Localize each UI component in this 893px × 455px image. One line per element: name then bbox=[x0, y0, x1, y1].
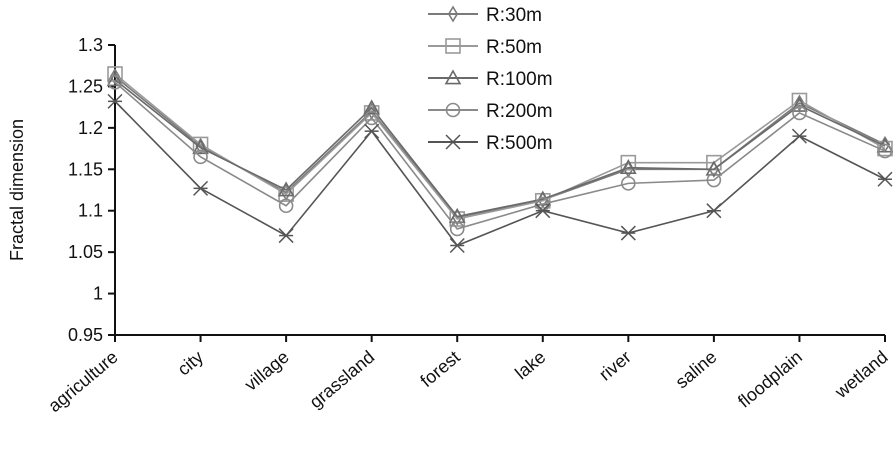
point-marker bbox=[791, 96, 808, 112]
x-tick-label: river bbox=[595, 347, 635, 385]
point-marker bbox=[193, 149, 208, 165]
y-tick-label: 1.15 bbox=[68, 159, 103, 179]
point-marker bbox=[364, 110, 379, 126]
point-marker bbox=[620, 225, 636, 241]
point-marker bbox=[706, 203, 722, 219]
point-marker bbox=[877, 143, 893, 159]
point-marker bbox=[109, 67, 121, 86]
point-marker bbox=[192, 136, 209, 153]
legend-item: R:50m bbox=[428, 37, 542, 58]
point-marker bbox=[705, 160, 723, 176]
x-tick-label: floodplain bbox=[734, 347, 806, 412]
series-layer bbox=[106, 66, 893, 254]
series-line bbox=[114, 81, 886, 230]
point-marker bbox=[445, 38, 461, 54]
point-marker bbox=[192, 139, 209, 155]
point-marker bbox=[278, 228, 294, 244]
legend-item: R:100m bbox=[428, 69, 553, 90]
point-marker bbox=[447, 5, 459, 23]
point-marker bbox=[278, 198, 294, 214]
x-tick-label: grassland bbox=[306, 347, 379, 412]
point-marker bbox=[364, 123, 380, 139]
point-marker bbox=[449, 237, 465, 254]
legend: R:30m R:50m R:100m R:200m R:500m bbox=[428, 5, 553, 154]
point-marker bbox=[535, 203, 551, 219]
point-marker bbox=[445, 134, 461, 150]
point-marker bbox=[792, 105, 807, 121]
series-r-100m bbox=[106, 71, 893, 223]
series-line bbox=[114, 79, 886, 218]
point-marker bbox=[791, 128, 807, 144]
point-marker bbox=[107, 66, 123, 82]
point-marker bbox=[277, 181, 295, 197]
x-tick-label: saline bbox=[672, 347, 721, 393]
x-tick-label: forest bbox=[416, 347, 463, 391]
y-axis-title: Fractal dimension bbox=[7, 119, 27, 261]
point-marker bbox=[107, 93, 123, 109]
series-r-500m bbox=[107, 93, 893, 254]
legend-label: R:200m bbox=[486, 101, 553, 122]
x-tick-label: village bbox=[241, 347, 293, 395]
point-marker bbox=[619, 158, 637, 175]
y-tick-label: 1.3 bbox=[78, 35, 103, 55]
point-marker bbox=[621, 176, 636, 191]
legend-item: R:500m bbox=[428, 133, 553, 154]
x-tick-label: wetland bbox=[830, 347, 891, 403]
series-line bbox=[114, 100, 886, 247]
point-marker bbox=[791, 92, 808, 109]
y-tick-label: 1.2 bbox=[78, 118, 103, 138]
legend-label: R:30m bbox=[486, 5, 542, 26]
series-r-200m bbox=[107, 74, 893, 237]
point-marker bbox=[706, 172, 722, 188]
legend-label: R:100m bbox=[486, 69, 553, 90]
y-tick-label: 1.1 bbox=[78, 201, 103, 221]
point-marker bbox=[794, 94, 805, 112]
point-marker bbox=[107, 74, 123, 90]
y-tick-label: 1 bbox=[93, 284, 103, 304]
point-marker bbox=[363, 99, 381, 115]
point-marker bbox=[449, 221, 465, 237]
x-tick-label: city bbox=[174, 347, 208, 380]
x-tick-label: lake bbox=[511, 347, 549, 384]
legend-label: R:500m bbox=[486, 133, 553, 154]
point-marker bbox=[445, 102, 461, 118]
legend-item: R:200m bbox=[428, 101, 553, 122]
y-tick-label: 1.05 bbox=[68, 242, 103, 262]
x-tick-label: agriculture bbox=[44, 347, 121, 416]
point-marker bbox=[106, 71, 124, 87]
point-marker bbox=[193, 180, 209, 196]
point-marker bbox=[444, 69, 462, 85]
y-tick-label: 1.25 bbox=[68, 76, 103, 96]
legend-item: R:30m bbox=[428, 5, 542, 26]
legend-label: R:50m bbox=[486, 37, 542, 58]
point-marker bbox=[877, 171, 893, 187]
point-marker bbox=[620, 154, 637, 171]
y-tick-label: 0.95 bbox=[68, 325, 103, 345]
